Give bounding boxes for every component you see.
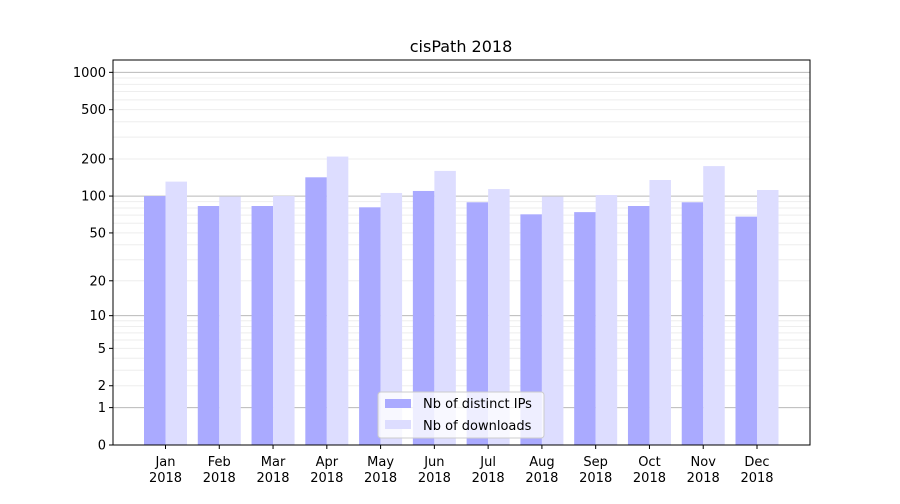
bar-ips <box>305 177 327 446</box>
bar-ips <box>412 190 435 445</box>
x-tick-label: Feb 2018 <box>203 455 236 486</box>
x-tick-label: May 2018 <box>364 455 397 486</box>
bar-downloads <box>219 196 241 445</box>
chart-title: cisPath 2018 <box>410 37 513 56</box>
bar-ips <box>359 207 381 445</box>
y-tick-label: 2 <box>98 379 106 394</box>
bar-ips <box>466 202 489 445</box>
legend-swatch-ips <box>385 399 411 408</box>
y-tick-label: 1000 <box>73 66 106 81</box>
bar-ips <box>144 196 166 445</box>
legend-swatch-downloads <box>385 420 411 429</box>
bar-downloads <box>649 180 671 445</box>
y-tick-label: 20 <box>89 274 106 289</box>
x-tick-label: Mar 2018 <box>256 455 289 486</box>
x-tick-label: Nov 2018 <box>687 455 720 486</box>
bar-ips <box>681 202 704 445</box>
legend-label-ips: Nb of distinct IPs <box>423 397 532 412</box>
bar-ips <box>251 206 274 445</box>
x-tick-label: Oct 2018 <box>633 455 666 486</box>
x-tick-label: Jul 2018 <box>472 455 505 486</box>
x-tick-label: Sep 2018 <box>579 455 612 486</box>
x-tick-label: Jun 2018 <box>418 455 451 486</box>
bar-ips <box>520 214 542 445</box>
legend: Nb of distinct IPs Nb of downloads <box>377 391 545 439</box>
y-tick-label: 5 <box>98 342 106 357</box>
bar-ips <box>627 206 650 445</box>
bar-ips <box>197 206 220 445</box>
legend-label-downloads: Nb of downloads <box>423 419 532 434</box>
y-tick-label: 100 <box>81 190 106 205</box>
y-tick-label: 50 <box>89 226 106 241</box>
x-tick-label: Dec 2018 <box>740 455 773 486</box>
bar-ips <box>735 216 757 445</box>
bar-downloads <box>541 196 564 445</box>
bar-downloads <box>595 195 618 445</box>
bar-downloads <box>165 181 187 446</box>
y-tick-label: 0 <box>98 439 106 454</box>
bar-downloads <box>488 189 510 445</box>
bar-downloads <box>434 170 456 445</box>
x-tick-label: Apr 2018 <box>310 455 343 486</box>
bar-downloads <box>703 166 725 445</box>
y-tick-label: 200 <box>81 152 106 167</box>
y-tick-label: 1 <box>98 401 106 416</box>
bar-downloads <box>273 196 295 445</box>
axes-frame <box>112 59 811 446</box>
y-tick-label: 500 <box>81 103 106 118</box>
y-tick-label: 10 <box>89 309 106 324</box>
x-tick-label: Aug 2018 <box>525 455 558 486</box>
bar-ips <box>574 212 596 445</box>
bar-downloads <box>380 192 403 445</box>
bar-downloads <box>757 190 779 445</box>
x-tick-label: Jan 2018 <box>149 455 182 486</box>
bar-downloads <box>326 156 349 445</box>
